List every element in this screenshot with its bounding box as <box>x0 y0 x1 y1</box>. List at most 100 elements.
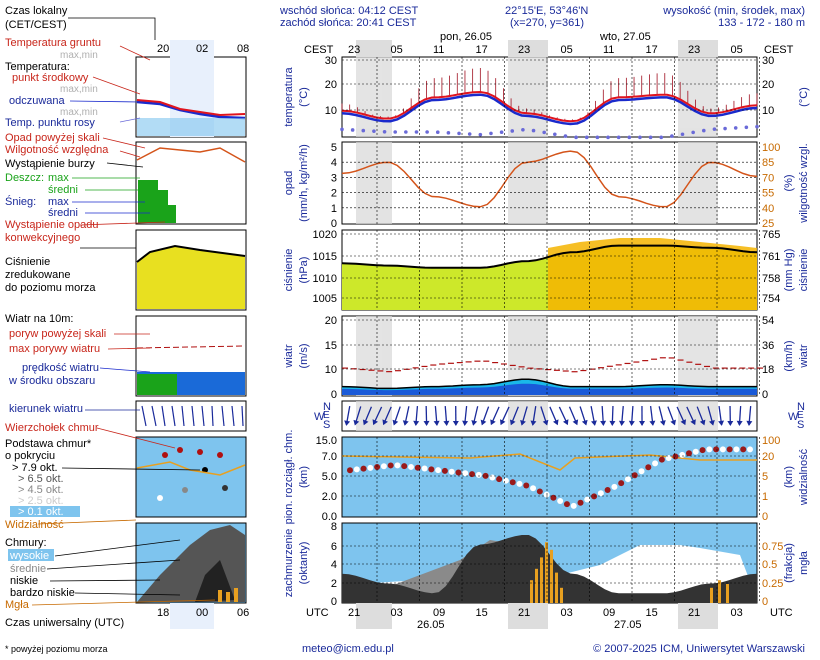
y-tick: 55 <box>762 188 774 200</box>
cloud-base-dot <box>489 474 496 481</box>
legend-snow: Śnieg: <box>5 195 36 208</box>
y-tick: 100 <box>762 435 780 447</box>
cloud-base-dot <box>530 485 537 492</box>
y-tick: 5.0 <box>322 471 337 483</box>
cloud-base-dot <box>658 456 665 463</box>
fog-bars <box>530 542 729 603</box>
dew-point <box>627 135 632 140</box>
dew-point <box>435 130 440 135</box>
y-tick: 765 <box>762 229 780 241</box>
legend-temp: Temperatura: <box>5 61 70 73</box>
compass-w-left: W <box>314 411 325 423</box>
utc-label-left: UTC <box>306 607 329 619</box>
legend-high: wysokie <box>9 550 49 562</box>
vis-axis-title: widzialność <box>798 448 810 506</box>
utc-tick: 15 <box>646 607 658 619</box>
wind-arrow <box>372 406 383 426</box>
wind-arrow <box>490 406 500 426</box>
fog-bar <box>550 549 553 603</box>
cloud-base-dot <box>692 448 699 455</box>
y-tick: 30 <box>762 55 774 67</box>
humidity-line <box>341 150 758 208</box>
cloud-base-dot <box>408 463 415 470</box>
legend-humidity: Wilgotność względna <box>5 144 109 156</box>
utc-tick-labels: 21 03 09 15 21 03 09 15 21 03 <box>348 607 743 619</box>
cloud-axis-unit: (km) <box>298 466 310 488</box>
cloud-base-dot <box>394 462 401 469</box>
y-tick: 0.25 <box>762 578 783 590</box>
cest-tick: 11 <box>603 44 614 56</box>
cloud-base-dot <box>726 446 733 453</box>
legend-mid: średnie <box>10 563 46 575</box>
wind-arrow <box>568 406 579 426</box>
cloud-base-dot <box>563 501 570 508</box>
cloud-base-dot <box>597 490 604 497</box>
y-tick: 54 <box>762 315 774 327</box>
cloud-base-dot <box>367 464 374 471</box>
y-tick: 4 <box>331 157 337 169</box>
cloud-base-dot <box>577 499 584 506</box>
cloud-base-dot <box>428 466 435 473</box>
cloud-base-dot <box>747 446 753 453</box>
footer-email[interactable]: meteo@icm.edu.pl <box>302 643 394 655</box>
cloud-base-dot <box>672 453 679 460</box>
dew-point <box>499 130 504 135</box>
legend-tick-02: 02 <box>196 43 208 55</box>
dew-point <box>616 135 621 140</box>
wind-arrow <box>579 406 588 426</box>
y-tick: 20 <box>325 315 337 327</box>
temp-maxmin-bars <box>341 68 758 122</box>
wind-axis-title-right: wiatr <box>798 344 810 369</box>
wind-arrow <box>471 406 479 426</box>
cest-tick: 05 <box>561 44 573 56</box>
cloud-base-dot <box>380 463 387 470</box>
cloud-base-dot <box>679 451 686 458</box>
legend-tick-00: 00 <box>196 607 208 619</box>
cloud-base-dot <box>536 488 543 495</box>
dew-point <box>404 130 408 134</box>
coords: 22°15'E, 53°46'N <box>505 5 588 17</box>
dew-point <box>574 135 578 140</box>
utc-label-right: UTC <box>770 607 793 619</box>
wind-arrow <box>382 406 392 426</box>
vertical-grid <box>376 57 760 603</box>
legend-pressure2: zredukowane <box>5 269 70 281</box>
y-tick: 4 <box>331 559 337 571</box>
dew-point <box>563 134 568 138</box>
cloud-base-dot <box>631 472 638 479</box>
cloud-panel <box>341 436 758 518</box>
utc-tick: 03 <box>391 607 403 619</box>
dew-point <box>414 130 419 134</box>
legend-wind-speed: prędkość wiatru <box>22 362 99 374</box>
dew-point <box>606 135 610 140</box>
legend-rain: Deszcz: <box>5 172 44 184</box>
legend-local-time: Czas lokalny <box>5 5 68 17</box>
cloud-base-dot <box>706 446 713 453</box>
wind-axis-unit: (m/s) <box>298 343 310 368</box>
dew-point <box>340 127 344 132</box>
fog-bar <box>535 568 538 603</box>
cloud-base-dot <box>638 468 645 475</box>
fog-axis-title: mgła <box>798 550 810 575</box>
y-tick: 40 <box>762 203 774 215</box>
y-tick: 30 <box>325 55 337 67</box>
wind-arrow <box>590 406 597 426</box>
wind-arrow <box>362 406 373 426</box>
wind-arrow <box>499 406 510 426</box>
cest-tick: 23 <box>518 44 530 56</box>
cover-low-fill <box>342 535 757 603</box>
wind-speed-line <box>341 378 757 390</box>
wind-arrow <box>639 405 646 426</box>
y-tick: 1 <box>762 491 768 503</box>
cover-axis-unit: (oktanty) <box>298 542 310 585</box>
dew-point <box>531 128 536 133</box>
fog-bar <box>530 580 533 603</box>
wind-direction-arrows <box>344 405 753 426</box>
y-tick: 10 <box>325 105 337 117</box>
legend-cov1: > 7.9 okt. <box>12 462 58 474</box>
cloud-base-dot <box>353 466 360 473</box>
dew-point <box>744 125 749 130</box>
temp-axis-unit: (°C) <box>298 87 310 107</box>
dew-point <box>659 135 664 140</box>
y-tick: 1015 <box>313 251 337 263</box>
